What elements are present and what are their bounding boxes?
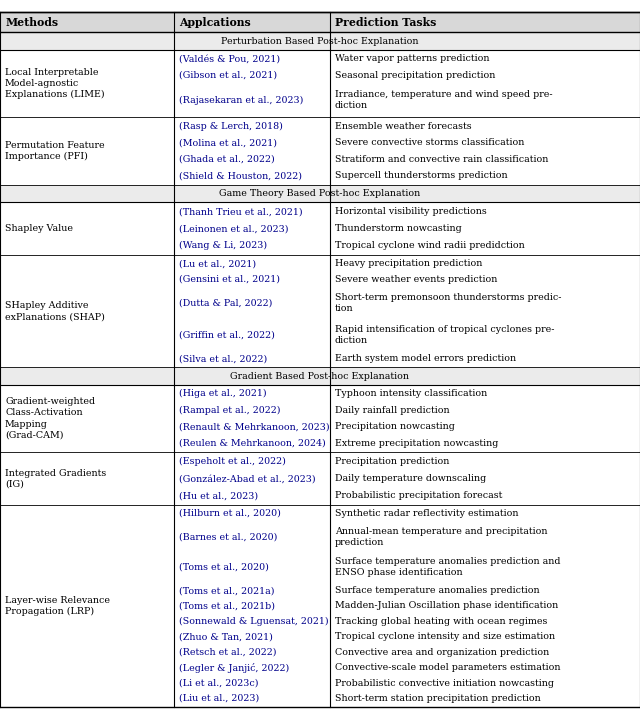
Text: Ensemble weather forecasts: Ensemble weather forecasts — [335, 122, 471, 131]
Text: Precipitation nowcasting: Precipitation nowcasting — [335, 422, 454, 431]
Text: (Sonnewald & Lguensat, 2021): (Sonnewald & Lguensat, 2021) — [179, 617, 329, 626]
Bar — [0, 185, 640, 202]
Text: (Zhuo & Tan, 2021): (Zhuo & Tan, 2021) — [179, 632, 273, 641]
Text: (Lu et al., 2021): (Lu et al., 2021) — [179, 259, 256, 268]
Text: Synthetic radar reflectivity estimation: Synthetic radar reflectivity estimation — [335, 509, 518, 518]
Text: Integrated Gradients
(IG): Integrated Gradients (IG) — [5, 469, 106, 488]
Text: Annual-mean temperature and precipitation
prediction: Annual-mean temperature and precipitatio… — [335, 527, 547, 547]
Text: (Renault & Mehrkanoon, 2023): (Renault & Mehrkanoon, 2023) — [179, 422, 330, 431]
Text: (Li et al., 2023c): (Li et al., 2023c) — [179, 678, 259, 688]
Text: (Silva et al., 2022): (Silva et al., 2022) — [179, 354, 268, 363]
Text: Rapid intensification of tropical cyclones pre-
diction: Rapid intensification of tropical cyclon… — [335, 325, 554, 345]
Text: Short-term premonsoon thunderstorms predic-
tion: Short-term premonsoon thunderstorms pred… — [335, 293, 561, 314]
Text: Irradiance, temperature and wind speed pre-
diction: Irradiance, temperature and wind speed p… — [335, 90, 552, 110]
Text: Severe convective storms classification: Severe convective storms classification — [335, 139, 524, 147]
Text: (Retsch et al., 2022): (Retsch et al., 2022) — [179, 648, 276, 657]
Text: (Espeholt et al., 2022): (Espeholt et al., 2022) — [179, 457, 286, 466]
Text: Precipitation prediction: Precipitation prediction — [335, 457, 449, 466]
Text: Convective-scale model parameters estimation: Convective-scale model parameters estima… — [335, 663, 560, 672]
Text: (Higa et al., 2021): (Higa et al., 2021) — [179, 389, 267, 398]
Text: (Toms et al., 2020): (Toms et al., 2020) — [179, 563, 269, 572]
Text: Tropical cyclone intensity and size estimation: Tropical cyclone intensity and size esti… — [335, 632, 555, 641]
Bar — [0, 12, 640, 33]
Text: (Rampal et al., 2022): (Rampal et al., 2022) — [179, 406, 280, 415]
Text: (Shield & Houston, 2022): (Shield & Houston, 2022) — [179, 171, 302, 181]
Text: Layer-wise Relevance
Propagation (LRP): Layer-wise Relevance Propagation (LRP) — [5, 596, 110, 616]
Text: Applcations: Applcations — [179, 17, 251, 28]
Text: (Toms et al., 2021b): (Toms et al., 2021b) — [179, 602, 275, 611]
Text: Perturbation Based Post-hoc Explanation: Perturbation Based Post-hoc Explanation — [221, 36, 419, 46]
Text: (Leinonen et al., 2023): (Leinonen et al., 2023) — [179, 224, 289, 233]
Text: (Rasp & Lerch, 2018): (Rasp & Lerch, 2018) — [179, 122, 283, 131]
Text: (Wang & Li, 2023): (Wang & Li, 2023) — [179, 241, 268, 250]
Text: Earth system model errors prediction: Earth system model errors prediction — [335, 354, 516, 363]
Text: Severe weather events prediction: Severe weather events prediction — [335, 275, 497, 284]
Text: (Toms et al., 2021a): (Toms et al., 2021a) — [179, 586, 275, 595]
Text: (González-Abad et al., 2023): (González-Abad et al., 2023) — [179, 474, 316, 483]
Text: Methods: Methods — [5, 17, 58, 28]
Text: Prediction Tasks: Prediction Tasks — [335, 17, 436, 28]
Text: Local Interpretable
Model-agnostic
Explanations (LIME): Local Interpretable Model-agnostic Expla… — [5, 68, 104, 100]
Text: (Hilburn et al., 2020): (Hilburn et al., 2020) — [179, 509, 281, 518]
Text: Gradient-weighted
Class-Activation
Mapping
(Grad-CAM): Gradient-weighted Class-Activation Mappi… — [5, 397, 95, 439]
Bar — [0, 33, 640, 50]
Text: (Hu et al., 2023): (Hu et al., 2023) — [179, 491, 258, 500]
Text: Typhoon intensity classification: Typhoon intensity classification — [335, 389, 487, 398]
Text: (Ghada et al., 2022): (Ghada et al., 2022) — [179, 155, 275, 164]
Text: Water vapor patterns prediction: Water vapor patterns prediction — [335, 54, 489, 63]
Text: (Griffin et al., 2022): (Griffin et al., 2022) — [179, 331, 275, 339]
Text: Permutation Feature
Importance (PFI): Permutation Feature Importance (PFI) — [5, 141, 104, 161]
Text: Tracking global heating with ocean regimes: Tracking global heating with ocean regim… — [335, 617, 547, 626]
Text: Convective area and organization prediction: Convective area and organization predict… — [335, 648, 549, 657]
Text: Madden-Julian Oscillation phase identification: Madden-Julian Oscillation phase identifi… — [335, 602, 558, 611]
Text: Extreme precipitation nowcasting: Extreme precipitation nowcasting — [335, 439, 498, 448]
Text: (Thanh Trieu et al., 2021): (Thanh Trieu et al., 2021) — [179, 207, 303, 216]
Text: Daily temperature downscaling: Daily temperature downscaling — [335, 474, 486, 483]
Text: Gradient Based Post-hoc Explanation: Gradient Based Post-hoc Explanation — [230, 372, 410, 380]
Bar — [0, 368, 640, 385]
Text: Seasonal precipitation prediction: Seasonal precipitation prediction — [335, 71, 495, 80]
Text: (Barnes et al., 2020): (Barnes et al., 2020) — [179, 532, 278, 541]
Text: Heavy precipitation prediction: Heavy precipitation prediction — [335, 259, 482, 268]
Text: Tropical cyclone wind radii predidction: Tropical cyclone wind radii predidction — [335, 241, 524, 250]
Text: SHapley Additive
exPlanations (SHAP): SHapley Additive exPlanations (SHAP) — [5, 301, 105, 321]
Text: Surface temperature anomalies prediction and
ENSO phase identification: Surface temperature anomalies prediction… — [335, 557, 560, 577]
Text: Shapley Value: Shapley Value — [5, 224, 73, 233]
Text: Probabilistic precipitation forecast: Probabilistic precipitation forecast — [335, 491, 502, 500]
Text: (Rajasekaran et al., 2023): (Rajasekaran et al., 2023) — [179, 95, 303, 105]
Text: (Reulen & Mehrkanoon, 2024): (Reulen & Mehrkanoon, 2024) — [179, 439, 326, 448]
Text: (Gensini et al., 2021): (Gensini et al., 2021) — [179, 275, 280, 284]
Text: Short-term station precipitation prediction: Short-term station precipitation predict… — [335, 694, 540, 703]
Text: Stratiform and convective rain classification: Stratiform and convective rain classific… — [335, 155, 548, 164]
Text: Daily rainfall prediction: Daily rainfall prediction — [335, 406, 449, 415]
Text: (Gibson et al., 2021): (Gibson et al., 2021) — [179, 71, 277, 80]
Text: Thunderstorm nowcasting: Thunderstorm nowcasting — [335, 224, 461, 233]
Text: (Molina et al., 2021): (Molina et al., 2021) — [179, 139, 277, 147]
Text: (Valdés & Pou, 2021): (Valdés & Pou, 2021) — [179, 54, 280, 63]
Text: Probabilistic convective initiation nowcasting: Probabilistic convective initiation nowc… — [335, 678, 554, 688]
Text: Surface temperature anomalies prediction: Surface temperature anomalies prediction — [335, 586, 540, 595]
Text: Supercell thunderstorms prediction: Supercell thunderstorms prediction — [335, 171, 508, 181]
Text: Game Theory Based Post-hoc Explanation: Game Theory Based Post-hoc Explanation — [220, 189, 420, 198]
Text: (Dutta & Pal, 2022): (Dutta & Pal, 2022) — [179, 299, 273, 308]
Text: Horizontal visibility predictions: Horizontal visibility predictions — [335, 207, 486, 216]
Text: (Legler & Janjić, 2022): (Legler & Janjić, 2022) — [179, 663, 289, 673]
Text: (Liu et al., 2023): (Liu et al., 2023) — [179, 694, 259, 703]
